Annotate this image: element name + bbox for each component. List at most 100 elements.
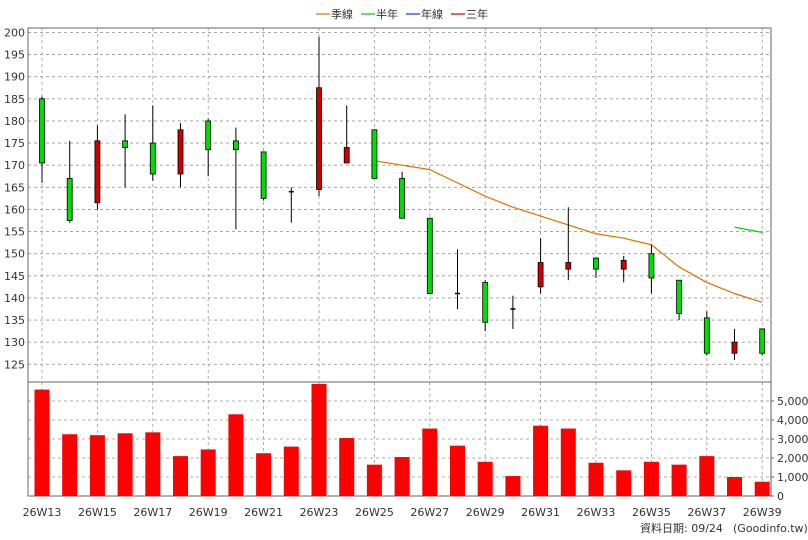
legend-quarter-label: 季線	[331, 7, 353, 21]
price-tick-label: 170	[4, 159, 25, 172]
x-tick-label: 26W39	[743, 506, 782, 519]
price-tick-label: 135	[4, 314, 25, 327]
candle-body	[759, 328, 766, 354]
volume-bar	[145, 432, 161, 496]
candlesticks	[39, 36, 766, 360]
candle-body	[482, 282, 489, 323]
volume-bar	[34, 389, 50, 496]
x-tick-label: 26W35	[632, 506, 671, 519]
candle-body	[66, 178, 73, 221]
price-tick-label: 175	[4, 137, 25, 150]
candle-body	[703, 317, 710, 354]
price-tick-label: 145	[4, 270, 25, 283]
x-tick-label: 26W29	[466, 506, 505, 519]
price-tick-label: 125	[4, 358, 25, 371]
candle-body	[648, 253, 655, 279]
price-tick-label: 180	[4, 115, 25, 128]
x-tick-label: 26W31	[521, 506, 560, 519]
volume-bar	[283, 446, 299, 496]
x-tick-label: 26W27	[410, 506, 449, 519]
price-tick-label: 150	[4, 248, 25, 261]
price-tick-label: 165	[4, 181, 25, 194]
volume-bar	[643, 461, 659, 496]
candle-body	[593, 257, 599, 270]
volume-bar	[477, 461, 493, 496]
candle-body	[731, 341, 738, 354]
price-tick-label: 155	[4, 226, 25, 239]
volume-bar	[505, 476, 521, 496]
volume-bar	[89, 435, 105, 496]
candle-body	[260, 151, 267, 199]
candle-body	[343, 147, 350, 164]
candle-body	[426, 217, 433, 294]
volume-bar	[228, 414, 244, 496]
volume-tick-label: 5,000	[777, 395, 808, 408]
volume-bars	[34, 383, 770, 496]
volume-bar	[450, 445, 465, 496]
x-axis: 26W13 26W15 26W17 26W19 26W21 26W23 26W25 26W27…	[23, 506, 782, 519]
price-tick-label: 195	[4, 49, 25, 62]
volume-tick-label: 3,000	[777, 433, 808, 446]
volume-bar	[671, 464, 687, 496]
volume-bar	[62, 434, 78, 496]
volume-tick-label: 2,000	[777, 452, 808, 465]
volume-bar	[200, 449, 216, 496]
x-tick-label: 26W15	[78, 506, 117, 519]
candle-body	[565, 262, 572, 270]
x-tick-label: 26W23	[300, 506, 339, 519]
candle-body	[620, 259, 627, 270]
volume-tick-label: 4,000	[777, 414, 808, 427]
x-tick-label: 26W37	[687, 506, 726, 519]
footer-date-label: 資料日期: 09/24	[640, 521, 723, 535]
candle-body	[149, 142, 156, 175]
candle-body	[371, 129, 378, 179]
price-tick-label: 130	[4, 336, 25, 349]
x-tick-label: 26W25	[355, 506, 394, 519]
candle-body	[39, 98, 45, 164]
volume-tick-label: 1,000	[777, 471, 808, 484]
legend-half-year-label: 半年	[376, 7, 398, 21]
candle-body	[399, 178, 406, 219]
half-year-ma-line	[734, 226, 763, 234]
volume-axis: 0 1,000 2,000 3,000 4,000 5,000	[771, 395, 808, 503]
candle-body	[676, 279, 682, 314]
volume-bar	[533, 425, 549, 496]
legend-year-label: 年線	[421, 7, 443, 21]
volume-bar	[560, 428, 576, 496]
x-tick-label: 26W19	[189, 506, 228, 519]
candle-body	[537, 262, 544, 288]
x-tick-label: 26W21	[244, 506, 283, 519]
candle-body	[122, 140, 128, 148]
volume-bar	[256, 453, 272, 496]
volume-bar	[311, 383, 327, 496]
candle-body	[232, 140, 239, 151]
footer-source: (Goodinfo.tw)	[733, 522, 808, 535]
candle-body	[316, 87, 322, 190]
volume-bar	[394, 457, 410, 496]
volume-tick-label: 0	[777, 490, 784, 503]
volume-bar	[588, 462, 604, 496]
x-tick-label: 26W17	[133, 506, 172, 519]
volume-bar	[699, 456, 715, 496]
volume-bar	[754, 481, 770, 496]
x-tick-label: 26W13	[23, 506, 62, 519]
price-tick-label: 200	[4, 26, 25, 39]
candle-body	[177, 129, 184, 175]
volume-bar	[173, 456, 188, 496]
candle-body	[94, 140, 101, 204]
price-gridlines	[28, 32, 771, 365]
volume-bar	[339, 438, 355, 496]
legend: 季線 半年 年線 三年	[316, 7, 488, 21]
volume-bar	[117, 433, 133, 496]
volume-bar	[727, 477, 742, 496]
legend-three-year-label: 三年	[466, 7, 488, 21]
x-tick-label: 26W33	[577, 506, 616, 519]
volume-bar	[366, 464, 382, 496]
price-tick-label: 160	[4, 203, 25, 216]
footer: 資料日期: 09/24 (Goodinfo.tw)	[640, 521, 808, 535]
price-axis: 125 130 135 140 145 150 155 160 165 170 175 180 185 1…	[4, 26, 25, 371]
candle-body	[205, 120, 212, 151]
price-tick-label: 190	[4, 71, 25, 84]
volume-bar	[422, 428, 438, 496]
